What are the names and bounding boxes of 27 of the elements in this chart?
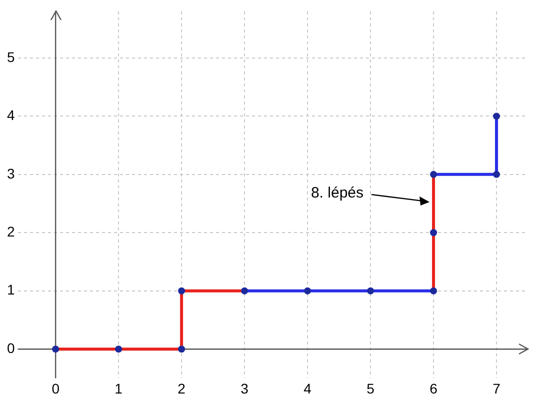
x-tick-label: 2 — [178, 380, 186, 396]
point — [178, 346, 186, 353]
point — [304, 287, 312, 294]
point — [52, 346, 60, 353]
point — [115, 346, 122, 353]
y-tick-label: 2 — [6, 224, 15, 240]
point — [241, 287, 248, 294]
x-tick-label: 1 — [114, 380, 123, 396]
point — [493, 112, 500, 120]
x-tick-label: 6 — [430, 380, 438, 396]
x-tick-label: 4 — [304, 380, 312, 396]
point — [430, 287, 438, 294]
x-tick-label: 5 — [366, 380, 375, 396]
y-tick-label: 3 — [6, 165, 15, 182]
y-tick-label: 1 — [6, 282, 15, 298]
point — [367, 287, 374, 294]
point — [493, 170, 500, 178]
point — [430, 170, 438, 178]
y-tick-label: 5 — [6, 48, 15, 65]
y-tick-label: 0 — [6, 340, 15, 356]
y-tick-label: 4 — [6, 107, 15, 124]
annotation: 8. lépés — [310, 184, 364, 202]
point — [430, 229, 438, 236]
point — [178, 287, 186, 294]
x-tick-label: 7 — [492, 380, 501, 396]
x-tick-label: 0 — [52, 380, 60, 396]
x-tick-label: 3 — [240, 380, 249, 396]
